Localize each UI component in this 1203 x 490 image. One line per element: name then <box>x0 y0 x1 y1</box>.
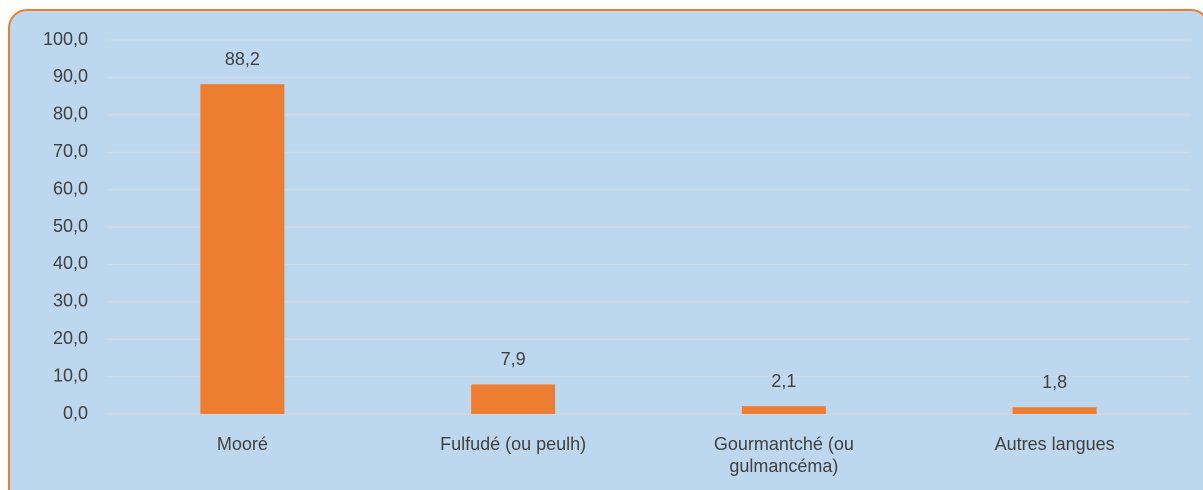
y-tick-label: 10,0 <box>53 365 88 385</box>
data-label: 7,9 <box>501 349 526 369</box>
data-label: 88,2 <box>225 49 260 69</box>
bar <box>1012 407 1097 414</box>
bar <box>471 384 556 414</box>
x-tick-label: Mooré <box>216 434 268 454</box>
x-tick-label: Autres langues <box>994 434 1115 454</box>
y-tick-label: 40,0 <box>53 253 88 273</box>
bar <box>200 84 285 414</box>
y-tick-label: 80,0 <box>53 104 88 124</box>
x-tick-label: Fulfudé (ou peulh) <box>440 434 587 454</box>
data-label: 1,8 <box>1042 372 1067 392</box>
data-label: 2,1 <box>771 371 796 391</box>
y-tick-label: 60,0 <box>53 178 88 198</box>
y-tick-label: 30,0 <box>53 291 88 311</box>
x-tick-label: Gourmantché (ou gulmancéma) <box>713 434 854 476</box>
y-tick-label: 90,0 <box>53 66 88 86</box>
y-tick-label: 100,0 <box>43 29 88 49</box>
y-tick-label: 0,0 <box>63 403 88 423</box>
bar <box>741 406 826 414</box>
chart-frame <box>8 9 1203 490</box>
y-tick-label: 50,0 <box>53 216 88 236</box>
y-tick-label: 70,0 <box>53 141 88 161</box>
y-tick-label: 20,0 <box>53 328 88 348</box>
